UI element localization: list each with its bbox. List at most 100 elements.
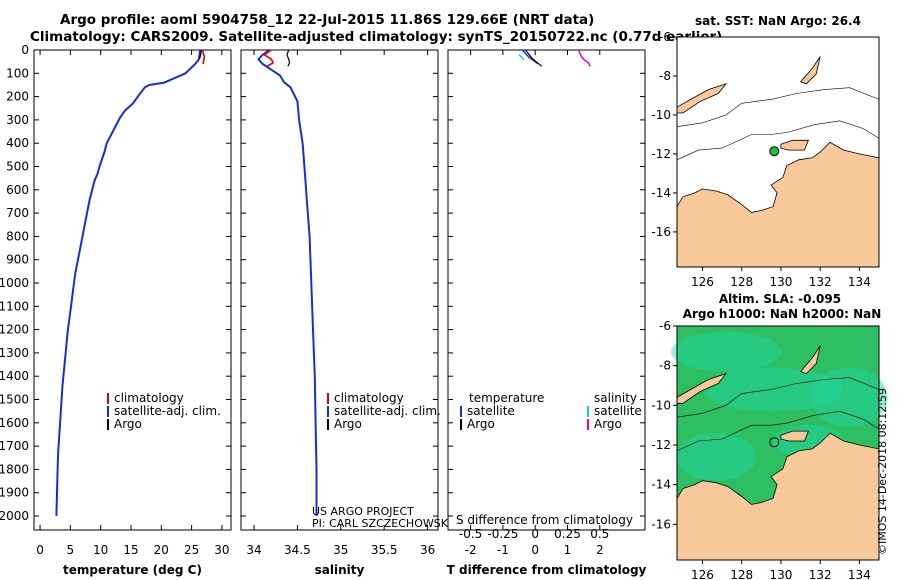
sla_map-sla-patch [676, 432, 757, 481]
ytick-label: 1200 [0, 323, 29, 337]
sla_map-xtick-label: 128 [730, 568, 753, 580]
sla_map-ytick-label: -16 [651, 517, 671, 531]
sla_map-xtick-label: 134 [848, 568, 871, 580]
sst_map-xtick-label: 130 [769, 275, 792, 289]
map-layer: 126 128 130 132 134 -6 -8 -10 -12 -14 -16 sat. SST:… [651, 14, 888, 580]
salinity-xtick-label: 35 [333, 543, 348, 557]
sla_map-ytick-label: -10 [651, 398, 671, 412]
diff-sal-tick-label: -0.5 [459, 527, 482, 541]
sla_map-australia [676, 432, 880, 561]
temperature-legend-label: satellite-adj. clim. [114, 404, 221, 418]
ytick-label: 1400 [0, 369, 29, 383]
temperature-frame [33, 49, 232, 531]
diff-sal-tick-label: 0 [531, 527, 539, 541]
ytick-label: 200 [6, 90, 29, 104]
diff-sal-tick-label: -0.25 [487, 527, 518, 541]
salinity-xtick-label: 35.5 [371, 543, 398, 557]
temperature-climatology-line [201, 49, 206, 65]
sst_map-ytick-label: -14 [651, 186, 671, 200]
difference-panel: -2 -1 0 1 2 T difference from climatology temp… [447, 49, 647, 577]
salinity-legend-label: Argo [334, 417, 362, 431]
ytick-label: 2000 [0, 509, 29, 523]
sla_map-panel: 126 128 130 132 134 -6 -8 -10 -12 -14 -16 Altim. SL… [651, 292, 888, 580]
temperature-xtick-label: 10 [93, 543, 108, 557]
sla_map-sla-patch [811, 367, 888, 428]
salinity-xtick-label: 36 [420, 543, 435, 557]
sla_map-contour [676, 410, 880, 452]
temperature-xtick-label: 25 [184, 543, 199, 557]
diff-temp-legend-title: temperature [469, 391, 544, 405]
temperature-xlabel: temperature (deg C) [63, 563, 202, 577]
sla_map-ytick-label: -6 [659, 319, 671, 333]
salinity-argo-line [286, 49, 291, 67]
ytick-label: 300 [6, 113, 29, 127]
sla_map-contour [676, 377, 880, 418]
ytick-label: 1300 [0, 346, 29, 360]
salinity-xtick-label: 34.5 [284, 543, 311, 557]
temperature-xtick-label: 15 [123, 543, 138, 557]
temperature-panel: 0100200300400500600700800900100011001200… [0, 43, 232, 577]
sst_map-ytick-label: -12 [651, 147, 671, 161]
sst-map-title: sat. SST: NaN Argo: 26.4 [695, 14, 861, 28]
ytick-label: 1900 [0, 486, 29, 500]
sst_map-ytick-label: -6 [659, 30, 671, 44]
sst_map-xtick-label: 128 [730, 275, 753, 289]
salinity-satellite-line [257, 49, 318, 516]
ytick-label: 600 [6, 183, 29, 197]
ytick-label: 700 [6, 206, 29, 220]
sla_map-xtick-label: 130 [769, 568, 792, 580]
temperature-argo-line [198, 49, 202, 60]
sst_map-timor [676, 82, 728, 114]
ytick-label: 1500 [0, 393, 29, 407]
temperature-xtick-label: 0 [36, 543, 44, 557]
temperature-xtick-label: 5 [67, 543, 75, 557]
difference-xtick-label: -2 [465, 543, 477, 557]
salinity-legend-label: climatology [334, 391, 404, 405]
ytick-label: 1800 [0, 462, 29, 476]
salinity-climatology-line [263, 49, 274, 67]
sst_map-tiwi [780, 139, 809, 151]
diff-s-argo-line [578, 49, 591, 67]
ytick-label: 0 [21, 43, 29, 57]
sla_map-frame [676, 325, 880, 561]
sla_map-ytick-label: -12 [651, 438, 671, 452]
diff-t-satellite-line [521, 49, 539, 65]
sla_map-ytick-label: -14 [651, 478, 671, 492]
sst_map-contour [676, 120, 880, 161]
ytick-label: 1600 [0, 416, 29, 430]
sst_map-xtick-label: 126 [691, 275, 714, 289]
project-label: US ARGO PROJECT [312, 505, 414, 518]
sst-argo-marker [769, 146, 780, 157]
difference-xlabel: T difference from climatology [447, 563, 647, 577]
difference-xtick-label: 0 [531, 543, 539, 557]
ytick-label: 100 [6, 66, 29, 80]
temperature-xtick-label: 30 [214, 543, 229, 557]
pi-label: PI: CARL SZCZECHOWSKI [312, 517, 451, 530]
sst_map-ytick-label: -16 [651, 225, 671, 239]
diff-sal-tick-label: 0.5 [590, 527, 609, 541]
sla_map-ytick-label: -8 [659, 359, 671, 373]
header-line-1: Argo profile: aoml 5904758_12 22-Jul-201… [60, 12, 595, 28]
sla-map-subtitle: Argo h1000: NaN h2000: NaN [683, 307, 882, 321]
sla-map-title: Altim. SLA: -0.095 [719, 292, 841, 306]
diff-sal-legend-title: salinity [594, 391, 637, 405]
diff-sal-legend-label: Argo [594, 417, 622, 431]
sla_map-sla-patch [671, 331, 782, 372]
salinity-legend-label: satellite-adj. clim. [334, 404, 441, 418]
sst_map-panel: 126 128 130 132 134 -6 -8 -10 -12 -14 -16 sat. SST:… [651, 14, 880, 289]
difference-frame [447, 49, 646, 531]
diff-temp-legend-label: satellite [467, 404, 515, 418]
diff-t-argo-line [525, 49, 543, 67]
sla_map-xtick-label: 132 [809, 568, 832, 580]
temperature-legend-label: Argo [114, 417, 142, 431]
sla-argo-marker [769, 437, 780, 448]
sst_map-ytick-label: -10 [651, 108, 671, 122]
ytick-label: 400 [6, 136, 29, 150]
ytick-label: 1100 [0, 299, 29, 313]
sla_map-tiwi [780, 430, 809, 442]
sla_map-timor [676, 372, 728, 404]
profile-layer: 0100200300400500600700800900100011001200… [0, 43, 647, 577]
temperature-xtick-label: 20 [154, 543, 169, 557]
ytick-label: 1000 [0, 276, 29, 290]
salinity-frame [240, 49, 439, 531]
